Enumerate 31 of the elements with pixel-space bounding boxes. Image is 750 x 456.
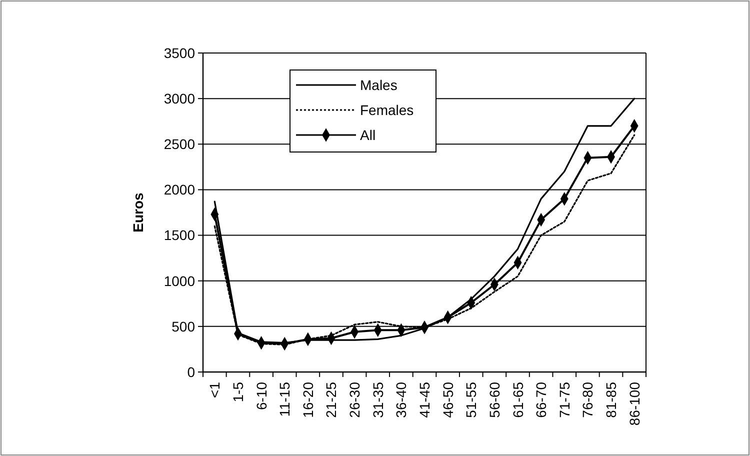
y-tick-label: 3000 — [164, 90, 196, 106]
y-tick-label: 3500 — [164, 44, 196, 61]
x-tick-label: 51-55 — [463, 382, 480, 418]
x-tick-label: 86-100 — [626, 382, 642, 426]
y-tick-label: 1500 — [164, 227, 196, 244]
x-tick-label: 16-20 — [300, 382, 316, 418]
x-tick-label: 31-35 — [370, 382, 386, 418]
x-tick-label: 56-60 — [486, 382, 502, 418]
x-tick-label: 1-5 — [230, 382, 246, 402]
y-tick-label: 1000 — [164, 272, 196, 289]
y-tick-label: 2500 — [164, 136, 196, 152]
x-tick-label: 41-45 — [416, 382, 432, 418]
x-tick-label: 36-40 — [393, 382, 410, 418]
legend-label: Males — [360, 76, 398, 93]
y-tick-label: 2000 — [164, 182, 196, 198]
x-tick-label: 81-85 — [603, 382, 620, 418]
x-tick-label: 71-75 — [556, 382, 572, 418]
x-tick-label: 26-30 — [346, 382, 363, 418]
y-axis-title: Euros — [130, 192, 146, 232]
legend-label: All — [360, 126, 376, 143]
legend-label: Females — [360, 102, 414, 118]
y-tick-label: 500 — [172, 318, 196, 334]
x-tick-label: 21-25 — [323, 382, 340, 418]
x-tick-label: 6-10 — [253, 382, 270, 410]
x-tick-label: 76-80 — [580, 382, 596, 418]
x-tick-label: <1 — [206, 382, 223, 398]
x-tick-label: 66-70 — [533, 382, 550, 418]
x-tick-label: 46-50 — [440, 382, 456, 418]
x-tick-label: 11-15 — [276, 382, 293, 417]
x-tick-label: 61-65 — [510, 382, 526, 418]
y-tick-label: 0 — [187, 364, 196, 380]
